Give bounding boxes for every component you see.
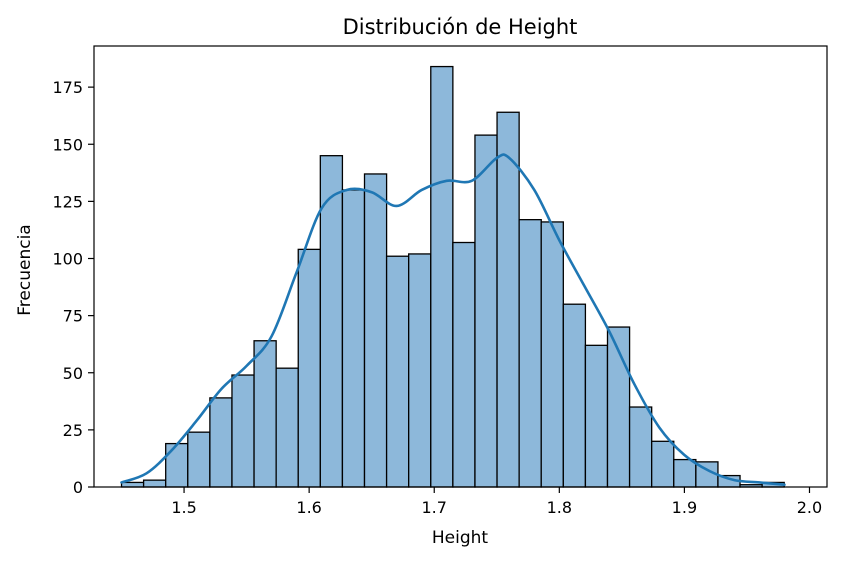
x-ticks-layer: 1.5 1.6 1.7 1.8 1.9 2.0 — [171, 487, 822, 517]
histogram-bar — [651, 440, 675, 488]
y-tick-label: 150 — [52, 135, 83, 154]
histogram-bar — [297, 248, 321, 488]
y-tick-label: 125 — [52, 192, 83, 211]
y-ticks-layer: 0 25 50 75 100 125 150 175 — [52, 78, 94, 497]
histogram-bar — [363, 173, 388, 488]
histogram-bar — [120, 481, 145, 488]
histogram-bar — [187, 431, 211, 488]
histogram-bar — [584, 344, 609, 488]
kde-layer — [120, 153, 786, 487]
x-axis-label: Height — [432, 528, 489, 548]
histogram-bar — [452, 241, 476, 488]
histogram-bar — [673, 458, 697, 488]
histogram-bar — [628, 406, 653, 488]
y-axis-label: Frecuencia — [15, 224, 35, 315]
histogram-bar — [253, 340, 277, 488]
histogram-bar — [231, 374, 255, 488]
histogram-bar — [430, 65, 454, 488]
x-tick-label: 1.9 — [672, 498, 697, 517]
kde-curve — [120, 153, 786, 487]
histogram-bar — [165, 442, 189, 488]
histogram-bar — [540, 221, 564, 488]
histogram-bar — [562, 303, 587, 488]
histogram-bar — [209, 397, 233, 488]
histogram-bar — [385, 255, 410, 488]
x-tick-label: 1.8 — [547, 498, 572, 517]
x-tick-label: 2.0 — [797, 498, 822, 517]
x-tick-label: 1.5 — [171, 498, 196, 517]
y-tick-label: 25 — [63, 421, 83, 440]
histogram-bar — [142, 479, 167, 488]
histogram-bar — [275, 367, 299, 488]
x-tick-label: 1.6 — [296, 498, 321, 517]
y-tick-label: 100 — [52, 250, 83, 269]
chart-title: Distribución de Height — [343, 15, 578, 39]
y-tick-label: 50 — [63, 364, 83, 383]
y-tick-label: 0 — [73, 478, 83, 497]
histogram-bar — [518, 219, 542, 488]
bars-layer — [120, 65, 785, 488]
x-tick-label: 1.7 — [422, 498, 447, 517]
y-tick-label: 75 — [63, 307, 83, 326]
histogram-bar — [496, 111, 520, 488]
histogram-bar — [341, 189, 366, 488]
y-tick-label: 175 — [52, 78, 83, 97]
histogram-bar — [474, 134, 498, 488]
plot-frame — [93, 45, 828, 488]
histogram-bar — [408, 253, 432, 488]
